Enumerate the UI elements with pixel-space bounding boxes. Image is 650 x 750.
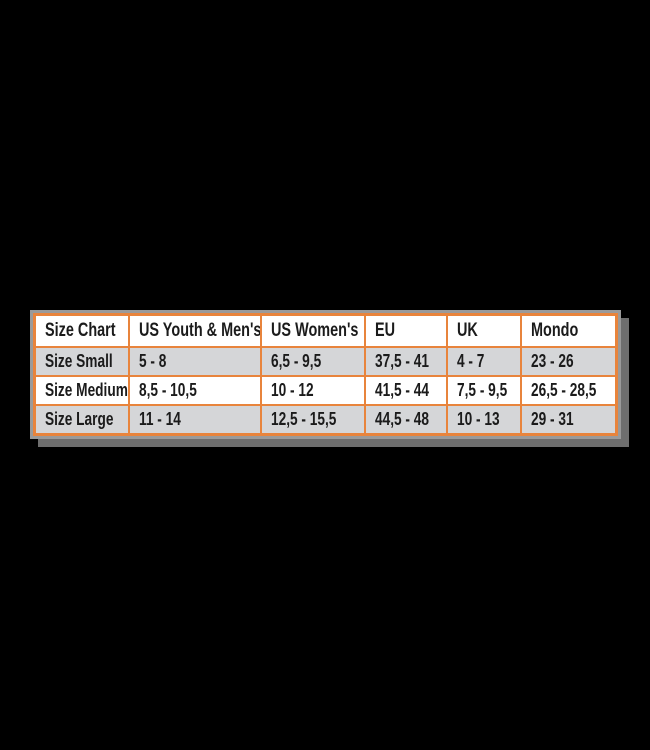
table-cell: 12,5 - 15,5 — [260, 404, 367, 436]
table-row-size-medium: Size Medium 8,5 - 10,5 10 - 12 41,5 - 44… — [33, 375, 618, 406]
table-cell: 26,5 - 28,5 — [520, 375, 618, 406]
header-size-chart: Size Chart — [33, 313, 130, 348]
table-cell: 8,5 - 10,5 — [127, 375, 263, 406]
table-cell: 44,5 - 48 — [364, 404, 448, 436]
row-label: Size Medium — [33, 375, 130, 406]
table-cell: 10 - 12 — [260, 375, 367, 406]
table-cell: 7,5 - 9,5 — [445, 375, 523, 406]
table-cell: 37,5 - 41 — [364, 346, 448, 377]
table-row-size-small: Size Small 5 - 8 6,5 - 9,5 37,5 - 41 4 -… — [33, 346, 618, 377]
header-us-youth-mens: US Youth & Men's — [127, 313, 263, 348]
header-us-womens: US Women's — [260, 313, 367, 348]
table-cell: 10 - 13 — [445, 404, 523, 436]
row-label: Size Large — [33, 404, 130, 436]
table-row-size-large: Size Large 11 - 14 12,5 - 15,5 44,5 - 48… — [33, 404, 618, 436]
header-row: Size Chart US Youth & Men's US Women's E… — [33, 313, 618, 348]
table-cell: 4 - 7 — [445, 346, 523, 377]
table-cell: 29 - 31 — [520, 404, 618, 436]
header-uk: UK — [445, 313, 523, 348]
table-cell: 5 - 8 — [127, 346, 263, 377]
size-chart-panel: Size Chart US Youth & Men's US Women's E… — [30, 310, 621, 439]
header-mondo: Mondo — [520, 313, 618, 348]
table-cell: 41,5 - 44 — [364, 375, 448, 406]
table-cell: 23 - 26 — [520, 346, 618, 377]
header-eu: EU — [364, 313, 448, 348]
table-cell: 6,5 - 9,5 — [260, 346, 367, 377]
row-label: Size Small — [33, 346, 130, 377]
size-conversion-table: Size Chart US Youth & Men's US Women's E… — [33, 313, 618, 436]
table-cell: 11 - 14 — [127, 404, 263, 436]
